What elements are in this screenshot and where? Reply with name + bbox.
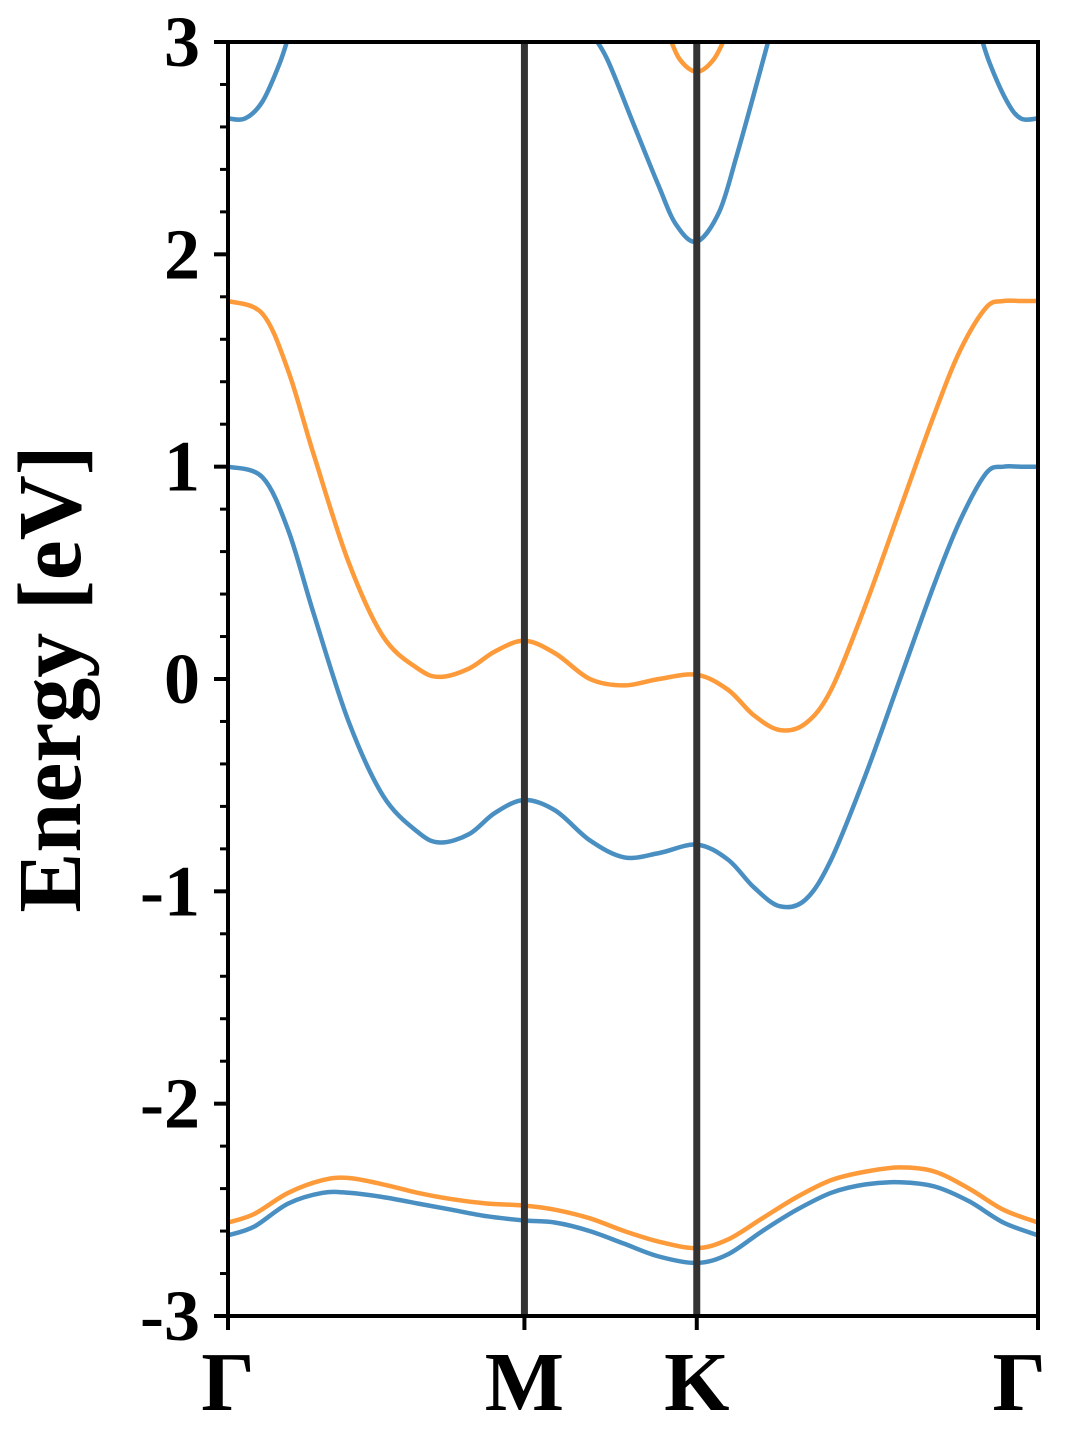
x-tick-label: K	[664, 1336, 729, 1429]
y-tick-label: 0	[164, 639, 200, 719]
x-tick-label: M	[485, 1336, 564, 1429]
y-tick-label: 3	[164, 2, 200, 82]
band-line-4	[228, 1165, 1038, 1251]
band-line-8	[980, 42, 1038, 122]
band-line-6	[594, 42, 771, 245]
band-line-3	[228, 1179, 1038, 1266]
y-tick-label: -1	[140, 851, 200, 931]
band-line-1	[228, 463, 1038, 910]
y-tick-label: 2	[164, 214, 200, 294]
band-line-2	[228, 298, 1038, 733]
y-tick-label: -3	[140, 1276, 200, 1356]
x-tick-label: Γ	[201, 1336, 254, 1429]
y-axis-label: Energy [eV]	[1, 445, 100, 912]
y-tick-label: -2	[140, 1064, 200, 1144]
axis-ticks: -3 -2 -1 0 1 2 3 Γ M K Γ	[140, 2, 1046, 1429]
band-line-5	[228, 42, 290, 122]
y-tick-label: 1	[164, 427, 200, 507]
high-symmetry-lines	[520, 42, 701, 1316]
x-tick-label: Γ	[993, 1336, 1046, 1429]
band-series	[228, 42, 1038, 1266]
plot-frame	[226, 40, 1040, 1318]
